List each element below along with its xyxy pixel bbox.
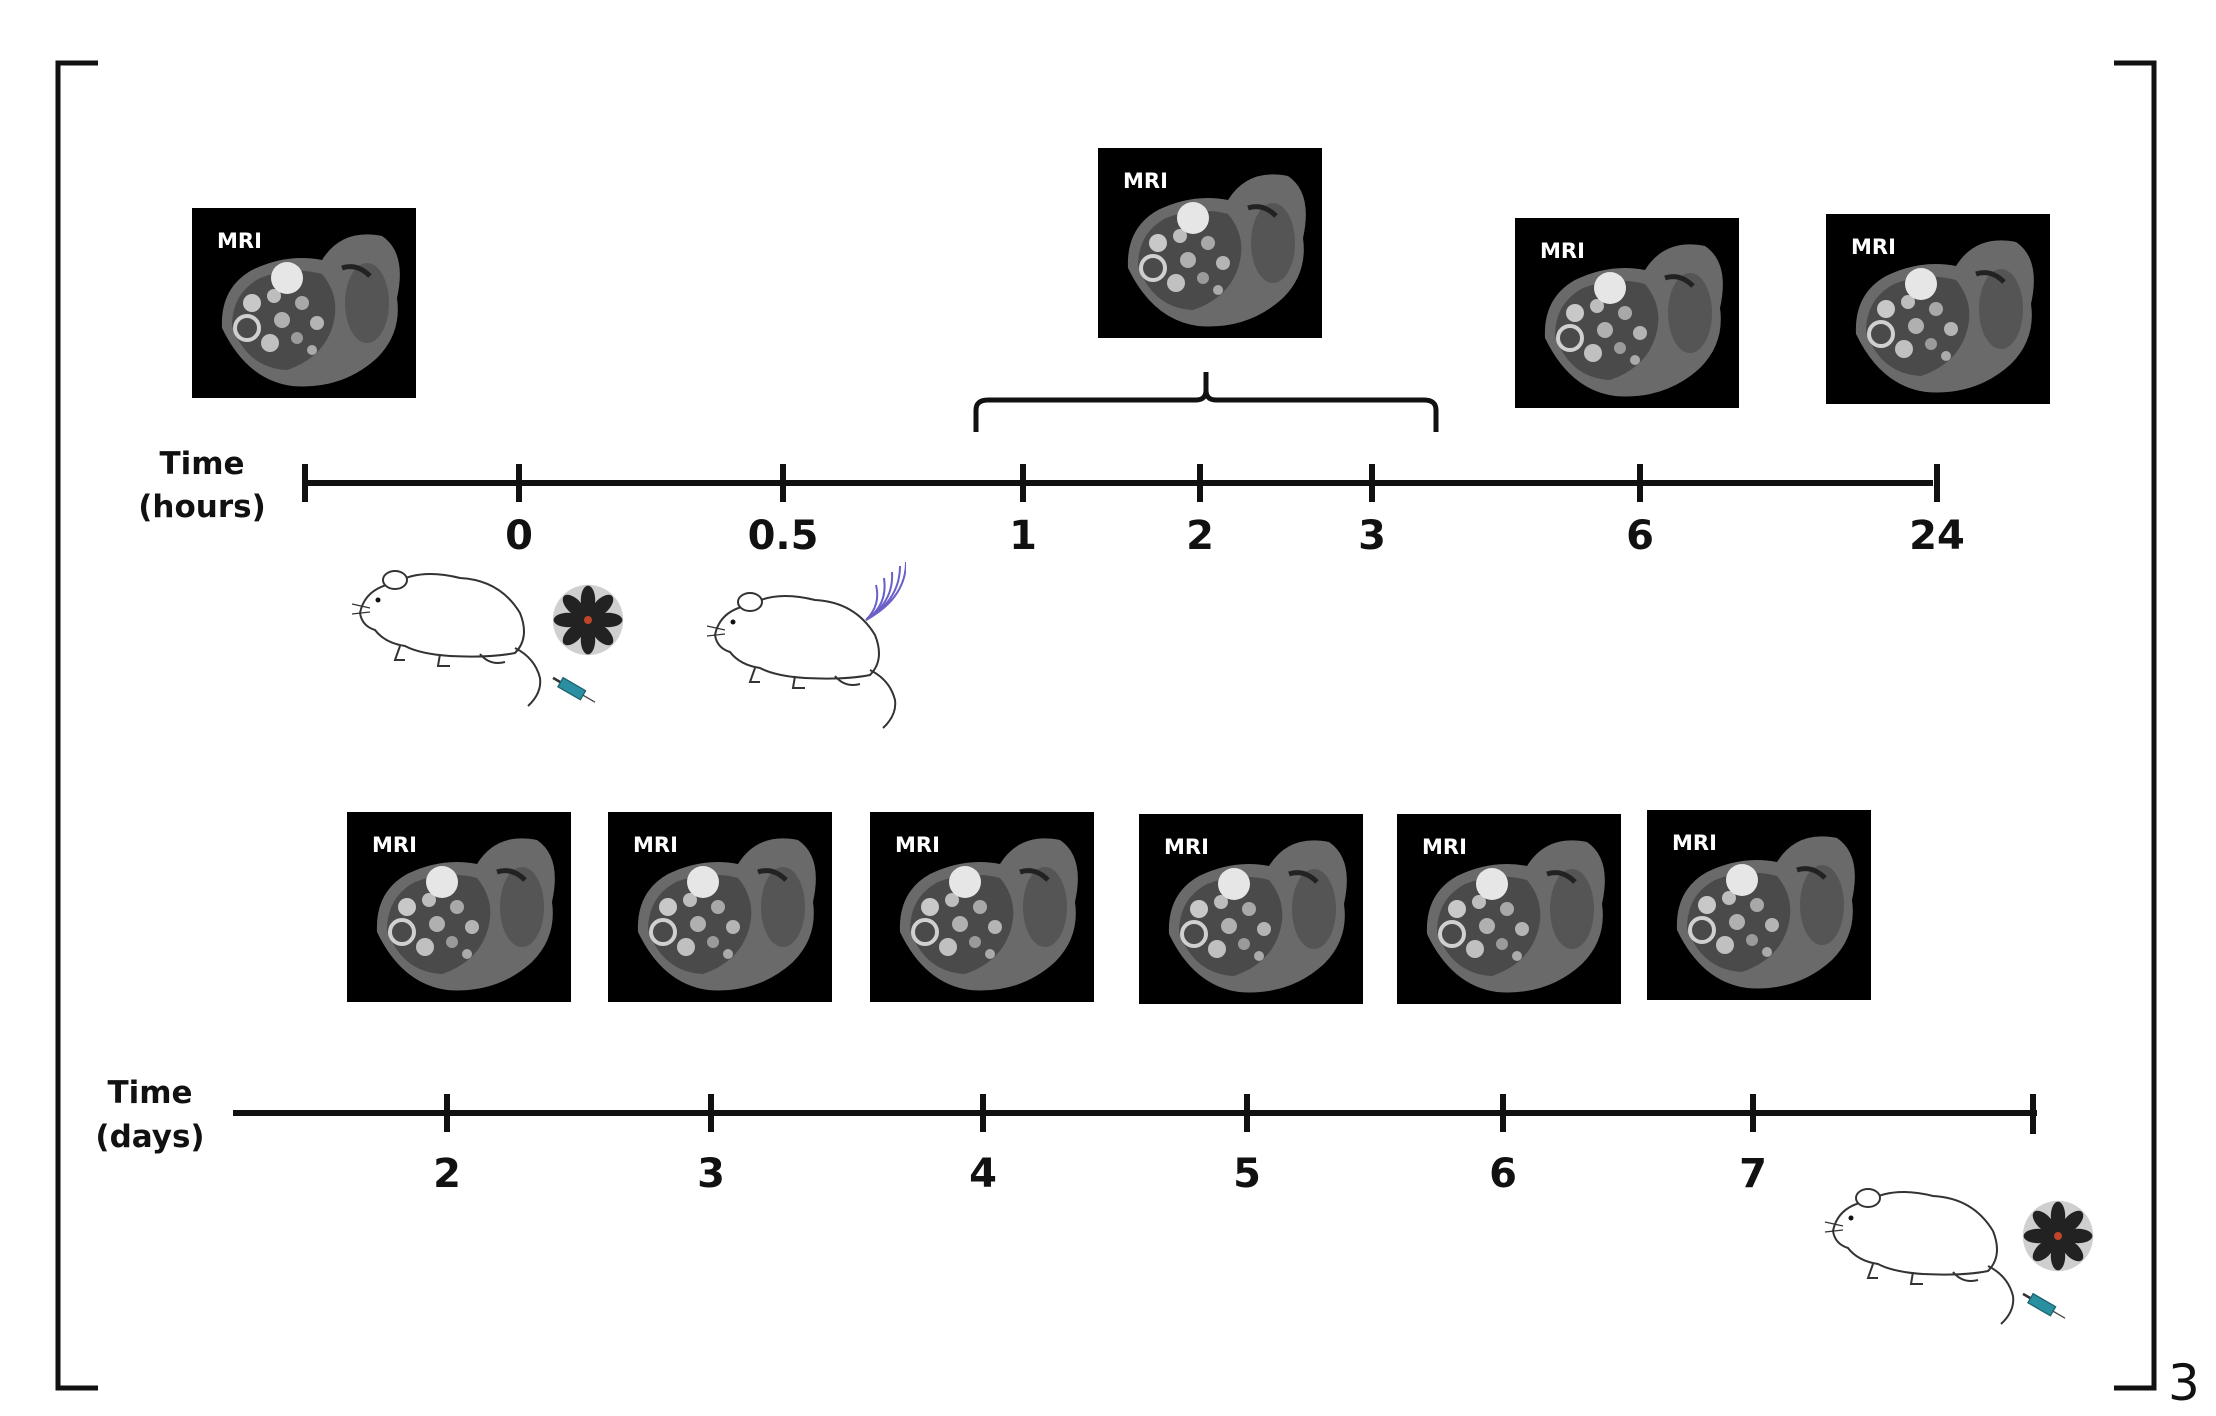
hours-tick-label: 24 — [1909, 513, 1965, 559]
mri-label: MRI — [633, 833, 678, 857]
syringe-icon — [2018, 1287, 2070, 1325]
syringe-icon — [548, 671, 600, 709]
days-tick-label: 6 — [1489, 1151, 1517, 1197]
mouse-ultrasound — [706, 561, 906, 729]
hours-timeline: Time (hours) 0 0.5 1 2 3 6 24 MRI MRI MRI MRI — [138, 148, 2050, 559]
hours-mri-group: MRI MRI MRI MRI — [192, 148, 2050, 408]
mri-label: MRI — [217, 229, 262, 253]
mri-label: MRI — [1672, 831, 1717, 855]
hours-axis-unit: (hours) — [138, 489, 266, 525]
mri-label: MRI — [1540, 239, 1585, 263]
mri-label: MRI — [372, 833, 417, 857]
mouse-injection-end — [1824, 1188, 2094, 1325]
hours-axis-title: Time — [159, 446, 244, 482]
mri-scan-icon: MRI — [870, 812, 1094, 1002]
mri-scan-icon: MRI — [1826, 214, 2050, 404]
mouse-icon — [1824, 1188, 2015, 1325]
mouse-injection-start — [351, 570, 624, 709]
hours-ticks: 0 0.5 1 2 3 6 24 — [302, 464, 1965, 559]
mri-scan-icon: MRI — [608, 812, 832, 1002]
days-timeline: Time (days) 2 3 4 5 6 7 MRI MRI MRI MRI MRI MRI — [95, 810, 2037, 1197]
mri-label: MRI — [1422, 835, 1467, 859]
days-tick-label: 3 — [697, 1151, 725, 1197]
mri-scan-icon: MRI — [1647, 810, 1871, 1000]
days-tick-label: 5 — [1233, 1151, 1261, 1197]
mouse-icon — [351, 570, 542, 707]
hours-tick-label: 2 — [1186, 513, 1214, 559]
mri-label: MRI — [895, 833, 940, 857]
days-tick-label: 7 — [1739, 1151, 1767, 1197]
mri-label: MRI — [1851, 235, 1896, 259]
ultrasound-wave-icon — [865, 561, 906, 621]
nanoparticle-icon — [552, 584, 624, 656]
curly-brace — [973, 372, 1439, 432]
repeat-count-label: 3 — [2168, 1354, 2200, 1412]
hours-tick-label: 0.5 — [748, 513, 819, 559]
mri-scan-icon: MRI — [347, 812, 571, 1002]
days-ticks: 2 3 4 5 6 7 — [433, 1094, 1767, 1197]
mri-label: MRI — [1164, 835, 1209, 859]
hours-tick-label: 0 — [505, 513, 533, 559]
days-tick-label: 2 — [433, 1151, 461, 1197]
mri-scan-icon: MRI — [1397, 814, 1621, 1004]
hours-tick-label: 1 — [1009, 513, 1037, 559]
mri-scan-icon: MRI — [1098, 148, 1322, 338]
mri-scan-icon: MRI — [1515, 218, 1739, 408]
days-axis-title: Time — [107, 1075, 192, 1111]
nanoparticle-icon — [2022, 1200, 2094, 1272]
mri-scan-icon: MRI — [1139, 814, 1363, 1004]
outer-bracket — [55, 60, 2157, 1391]
days-tick-label: 4 — [969, 1151, 997, 1197]
days-mri-group: MRI MRI MRI MRI MRI MRI — [347, 810, 1871, 1004]
hours-tick-label: 6 — [1626, 513, 1654, 559]
hours-tick-label: 3 — [1358, 513, 1386, 559]
days-axis-unit: (days) — [95, 1119, 204, 1155]
mouse-icon — [706, 592, 897, 729]
mri-label: MRI — [1123, 169, 1168, 193]
mri-scan-icon: MRI — [192, 208, 416, 398]
